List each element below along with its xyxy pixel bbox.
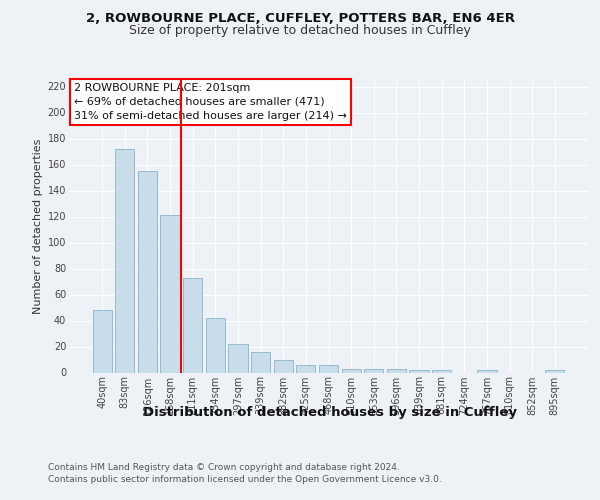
Bar (183, 278, 202, 372)
Text: Contains HM Land Registry data © Crown copyright and database right 2024.: Contains HM Land Registry data © Crown c… (48, 464, 400, 472)
Bar (138, 171, 157, 372)
Text: Distribution of detached houses by size in Cuffley: Distribution of detached houses by size … (143, 406, 517, 419)
Text: Contains public sector information licensed under the Open Government Licence v3: Contains public sector information licen… (48, 475, 442, 484)
Bar (432, 370, 451, 372)
Y-axis label: Number of detached properties: Number of detached properties (34, 138, 43, 314)
Bar (274, 360, 293, 372)
Bar (229, 344, 248, 372)
Bar (296, 364, 316, 372)
Bar (206, 318, 225, 372)
Bar (251, 352, 270, 372)
Bar (387, 368, 406, 372)
Bar (92, 310, 112, 372)
Bar (115, 149, 134, 372)
Text: 2, ROWBOURNE PLACE, CUFFLEY, POTTERS BAR, EN6 4ER: 2, ROWBOURNE PLACE, CUFFLEY, POTTERS BAR… (86, 12, 515, 26)
Bar (545, 370, 565, 372)
Bar (409, 370, 428, 372)
Bar (341, 368, 361, 372)
Bar (160, 215, 180, 372)
Bar (319, 364, 338, 372)
Bar (364, 368, 383, 372)
Text: Size of property relative to detached houses in Cuffley: Size of property relative to detached ho… (129, 24, 471, 37)
Text: 2 ROWBOURNE PLACE: 201sqm
← 69% of detached houses are smaller (471)
31% of semi: 2 ROWBOURNE PLACE: 201sqm ← 69% of detac… (74, 83, 347, 121)
Bar (477, 370, 497, 372)
